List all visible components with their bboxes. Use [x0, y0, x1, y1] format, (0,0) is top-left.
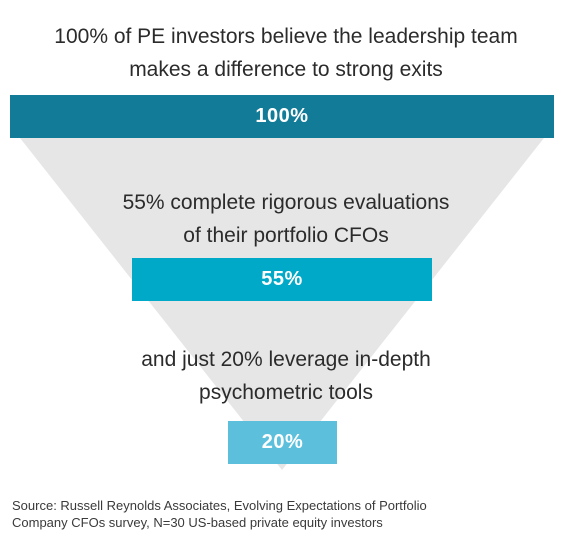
- stage-2-caption-line-2: of their portfolio CFOs: [183, 224, 389, 247]
- stage-3-caption-line-1: and just 20% leverage in-depth: [141, 348, 431, 371]
- stage-3-bar-label: 20%: [261, 431, 304, 453]
- stage-3-caption-line-2: psychometric tools: [199, 381, 373, 404]
- stage-2-bar-label: 55%: [261, 268, 303, 290]
- source-line-2: Company CFOs survey, N=30 US-based priva…: [12, 515, 383, 530]
- stage-3-caption: and just 20% leverage in-depth psychomet…: [0, 343, 572, 409]
- stage-1-caption-line-1: 100% of PE investors believe the leaders…: [54, 25, 518, 48]
- source-line-1: Source: Russell Reynolds Associates, Evo…: [12, 498, 427, 513]
- stage-2-caption-line-1: 55% complete rigorous evaluations: [122, 191, 450, 214]
- stage-1-caption: 100% of PE investors believe the leaders…: [0, 20, 572, 86]
- stage-3-bar: 20%: [228, 421, 337, 464]
- funnel-shape: [20, 138, 544, 470]
- stage-1-bar-label: 100%: [255, 105, 309, 127]
- stage-2-bar: 55%: [132, 258, 432, 301]
- stage-2-caption: 55% complete rigorous evaluations of the…: [0, 186, 572, 252]
- source-note: Source: Russell Reynolds Associates, Evo…: [12, 497, 562, 531]
- stage-1-caption-line-2: makes a difference to strong exits: [129, 58, 443, 81]
- stage-1-bar: 100%: [10, 95, 554, 138]
